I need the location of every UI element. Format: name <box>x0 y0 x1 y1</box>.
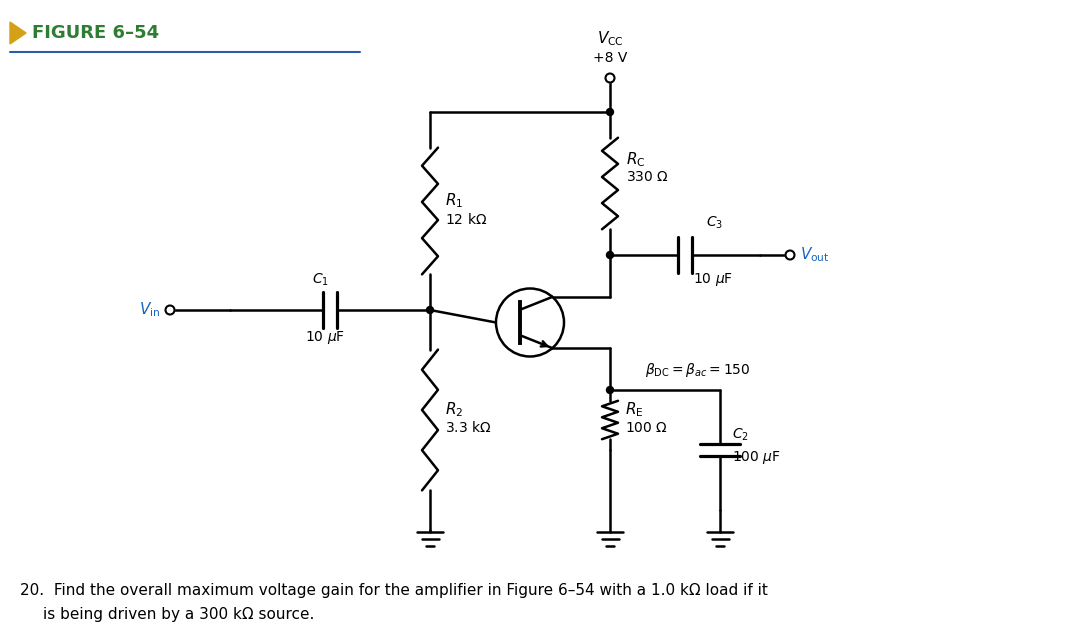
Text: $C_1$: $C_1$ <box>311 272 328 288</box>
Text: $V_{\rm out}$: $V_{\rm out}$ <box>800 245 829 264</box>
Circle shape <box>605 74 615 82</box>
Text: 10 $\mu$F: 10 $\mu$F <box>693 271 733 287</box>
Circle shape <box>606 108 614 115</box>
Circle shape <box>606 252 614 259</box>
Text: 3.3 k$\Omega$: 3.3 k$\Omega$ <box>445 420 491 436</box>
Text: $R_2$: $R_2$ <box>445 401 463 419</box>
Circle shape <box>166 306 174 314</box>
Text: is being driven by a 300 kΩ source.: is being driven by a 300 kΩ source. <box>43 607 314 621</box>
Circle shape <box>785 250 795 259</box>
Text: 330 $\Omega$: 330 $\Omega$ <box>626 170 669 184</box>
Text: $R_1$: $R_1$ <box>445 191 463 210</box>
Text: $C_2$: $C_2$ <box>732 427 749 443</box>
Text: $V_{\rm CC}$: $V_{\rm CC}$ <box>597 29 624 48</box>
Text: $R_{\rm E}$: $R_{\rm E}$ <box>625 401 644 419</box>
Text: 100 $\mu$F: 100 $\mu$F <box>732 450 781 467</box>
Text: FIGURE 6–54: FIGURE 6–54 <box>32 24 159 42</box>
Circle shape <box>606 387 614 394</box>
Text: $V_{\rm in}$: $V_{\rm in}$ <box>139 301 160 320</box>
Text: 10 $\mu$F: 10 $\mu$F <box>305 330 345 347</box>
Circle shape <box>496 288 564 356</box>
Text: 12 k$\Omega$: 12 k$\Omega$ <box>445 212 487 226</box>
Text: $\beta_{\rm DC} = \beta_{\it ac} = 150$: $\beta_{\rm DC} = \beta_{\it ac} = 150$ <box>645 361 751 379</box>
Text: $R_{\rm C}$: $R_{\rm C}$ <box>626 151 645 169</box>
Polygon shape <box>10 22 26 44</box>
Text: 20.  Find the overall maximum voltage gain for the amplifier in Figure 6–54 with: 20. Find the overall maximum voltage gai… <box>20 583 768 597</box>
Text: $C_3$: $C_3$ <box>707 215 724 231</box>
Text: +8 V: +8 V <box>592 51 627 65</box>
Text: 100 $\Omega$: 100 $\Omega$ <box>625 421 668 435</box>
Circle shape <box>426 306 434 313</box>
